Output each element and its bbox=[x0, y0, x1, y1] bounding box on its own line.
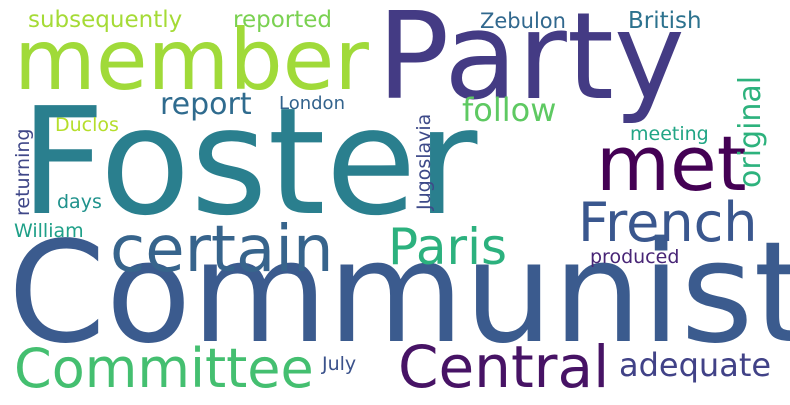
word-central: Central bbox=[398, 333, 610, 401]
word-adequate: adequate bbox=[619, 346, 772, 384]
word-party: Party bbox=[377, 0, 685, 127]
word-reported: reported bbox=[233, 7, 332, 33]
word-certain: certain bbox=[110, 213, 334, 287]
word-follow: follow bbox=[462, 91, 557, 129]
word-british: British bbox=[628, 8, 702, 34]
word-jugoslavia: Jugoslavia bbox=[413, 113, 435, 210]
word-report: report bbox=[160, 87, 252, 122]
word-member: member bbox=[14, 11, 369, 109]
word-zebulon: Zebulon bbox=[480, 9, 566, 33]
word-days: days bbox=[57, 191, 102, 213]
word-paris: Paris bbox=[388, 218, 508, 276]
word-london: London bbox=[279, 93, 345, 114]
word-subsequently: subsequently bbox=[28, 7, 183, 33]
word-committee: Committee bbox=[14, 337, 314, 400]
word-original: original bbox=[733, 75, 768, 188]
word-communist: Communist bbox=[8, 212, 790, 375]
word-foster: Foster bbox=[20, 76, 478, 248]
word-duclos: Duclos bbox=[55, 114, 119, 136]
word-met: met bbox=[596, 119, 747, 208]
word-william: William bbox=[14, 220, 84, 242]
word-produced: produced bbox=[590, 246, 680, 268]
word-french: French bbox=[578, 191, 758, 254]
word-returning: returning bbox=[12, 128, 34, 216]
word-meeting: meeting bbox=[630, 123, 709, 145]
word-july: July bbox=[322, 353, 357, 375]
